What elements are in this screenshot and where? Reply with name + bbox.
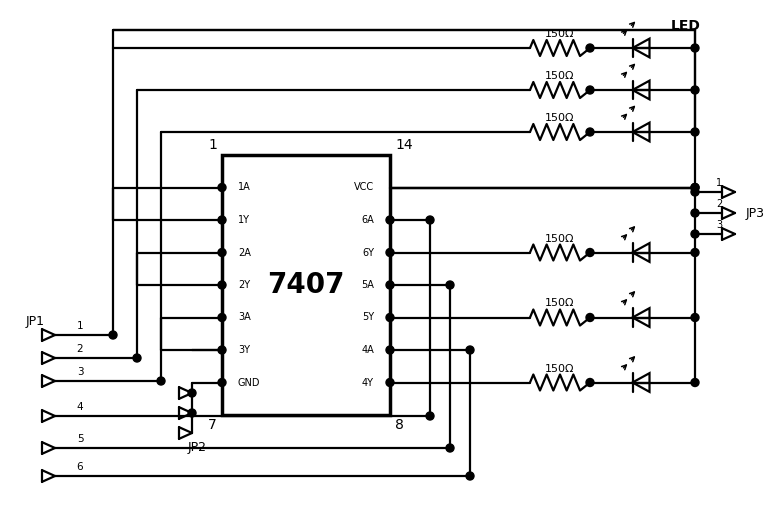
Text: 1: 1 (208, 138, 217, 152)
Text: 2: 2 (77, 344, 84, 354)
Text: 1Y: 1Y (238, 215, 250, 225)
Text: 3Y: 3Y (238, 345, 250, 355)
Text: GND: GND (238, 378, 261, 388)
Text: 4Y: 4Y (362, 378, 374, 388)
Circle shape (188, 409, 196, 417)
Circle shape (691, 86, 699, 94)
Circle shape (586, 44, 594, 52)
Circle shape (218, 346, 226, 354)
Text: 1: 1 (716, 178, 722, 188)
Circle shape (586, 313, 594, 322)
Text: 4A: 4A (361, 345, 374, 355)
Circle shape (188, 389, 196, 397)
Text: JP3: JP3 (745, 207, 765, 220)
Circle shape (218, 184, 226, 191)
Circle shape (691, 184, 699, 191)
Circle shape (218, 216, 226, 224)
Text: 6Y: 6Y (362, 247, 374, 257)
Circle shape (691, 184, 699, 191)
Circle shape (691, 188, 699, 196)
Text: 2Y: 2Y (238, 280, 250, 290)
Text: JP1: JP1 (26, 314, 44, 327)
Text: 2A: 2A (238, 247, 251, 257)
Circle shape (586, 128, 594, 136)
Circle shape (691, 230, 699, 238)
Text: 8: 8 (395, 418, 404, 432)
Text: 150Ω: 150Ω (545, 113, 575, 123)
Circle shape (446, 444, 454, 452)
Circle shape (386, 248, 394, 256)
Circle shape (586, 248, 594, 256)
Text: 7: 7 (208, 418, 217, 432)
Circle shape (691, 209, 699, 217)
Text: 150Ω: 150Ω (545, 29, 575, 39)
Circle shape (466, 472, 474, 480)
Circle shape (109, 331, 117, 339)
Text: 150Ω: 150Ω (545, 233, 575, 244)
Circle shape (218, 313, 226, 322)
Text: JP2: JP2 (187, 440, 207, 453)
Circle shape (386, 379, 394, 386)
Text: 2: 2 (716, 199, 722, 209)
Text: LED: LED (671, 19, 701, 33)
Circle shape (691, 128, 699, 136)
Text: 6A: 6A (361, 215, 374, 225)
Circle shape (426, 412, 434, 420)
Text: VCC: VCC (354, 183, 374, 192)
Circle shape (691, 248, 699, 256)
Text: 7407: 7407 (267, 271, 344, 299)
Text: 5Y: 5Y (362, 313, 374, 323)
Text: 6: 6 (77, 462, 84, 472)
Circle shape (586, 86, 594, 94)
Circle shape (218, 248, 226, 256)
Circle shape (691, 313, 699, 322)
Circle shape (133, 354, 141, 362)
Text: 1: 1 (77, 321, 84, 331)
Circle shape (446, 281, 454, 289)
Text: 4: 4 (77, 402, 84, 412)
Circle shape (466, 346, 474, 354)
Circle shape (386, 313, 394, 322)
Text: 150Ω: 150Ω (545, 363, 575, 373)
Circle shape (691, 379, 699, 386)
Bar (222, 155, 390, 415)
Text: 3A: 3A (238, 313, 251, 323)
Text: 14: 14 (395, 138, 413, 152)
Text: 150Ω: 150Ω (545, 299, 575, 309)
Text: 3: 3 (77, 367, 84, 377)
Text: 5: 5 (77, 434, 84, 444)
Circle shape (386, 281, 394, 289)
Circle shape (218, 379, 226, 386)
Text: 150Ω: 150Ω (545, 71, 575, 81)
Text: 3: 3 (716, 220, 722, 230)
Circle shape (691, 44, 699, 52)
Text: 5A: 5A (361, 280, 374, 290)
Circle shape (586, 379, 594, 386)
Circle shape (218, 281, 226, 289)
Text: 1A: 1A (238, 183, 251, 192)
Circle shape (426, 216, 434, 224)
Circle shape (157, 377, 165, 385)
Circle shape (386, 216, 394, 224)
Circle shape (386, 346, 394, 354)
